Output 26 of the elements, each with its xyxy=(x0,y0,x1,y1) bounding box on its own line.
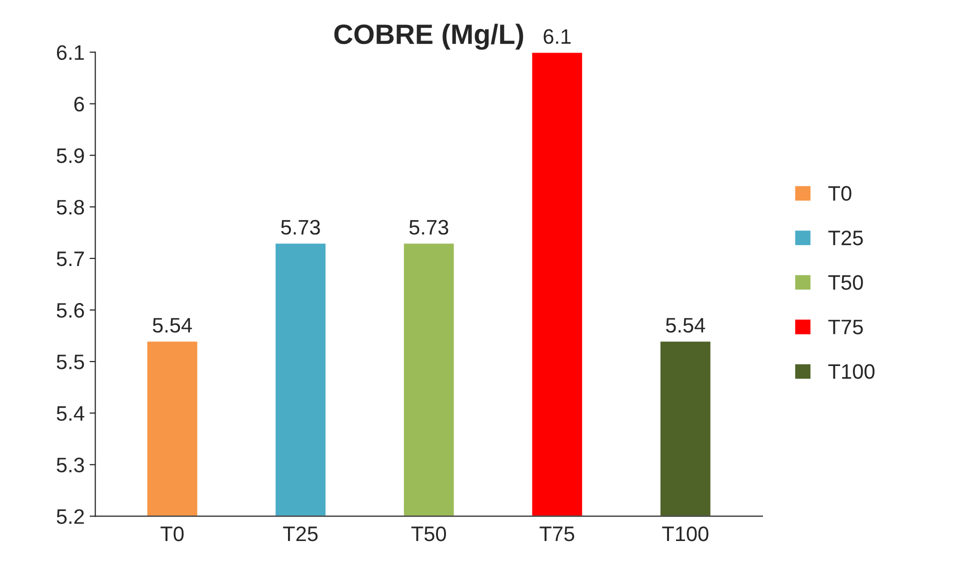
chart-title: COBRE (Mg/L) xyxy=(334,24,524,50)
y-tick-label: 5.7 xyxy=(56,252,84,266)
legend-label: T100 xyxy=(828,364,874,379)
data-label: 5.73 xyxy=(281,220,320,235)
data-label: 5.54 xyxy=(666,318,706,333)
legend-label: T0 xyxy=(828,186,852,201)
x-tick-label: T50 xyxy=(411,526,446,542)
legend-label: T75 xyxy=(828,320,863,334)
x-tick-label: T100 xyxy=(662,526,708,542)
data-label: 6.1 xyxy=(544,29,571,44)
y-tick-label: 5.9 xyxy=(56,148,84,164)
y-tick-label: 5.3 xyxy=(56,458,84,472)
data-label: 5.54 xyxy=(152,318,192,333)
x-tick-label: T25 xyxy=(283,526,318,542)
y-tick-label: 6 xyxy=(74,96,84,112)
x-tick-label: T75 xyxy=(540,526,574,542)
y-tick-label: 5.4 xyxy=(56,406,84,421)
y-tick-label: 5.2 xyxy=(56,509,84,524)
y-tick-label: 5.6 xyxy=(56,302,84,318)
data-label: 5.73 xyxy=(409,220,448,235)
legend-label: T25 xyxy=(828,230,863,246)
legend-label: T50 xyxy=(828,275,863,290)
y-tick-label: 6.1 xyxy=(56,45,84,60)
y-tick-label: 5.8 xyxy=(56,200,84,215)
y-tick-label: 5.5 xyxy=(56,354,84,370)
x-tick-label: T0 xyxy=(160,526,184,542)
